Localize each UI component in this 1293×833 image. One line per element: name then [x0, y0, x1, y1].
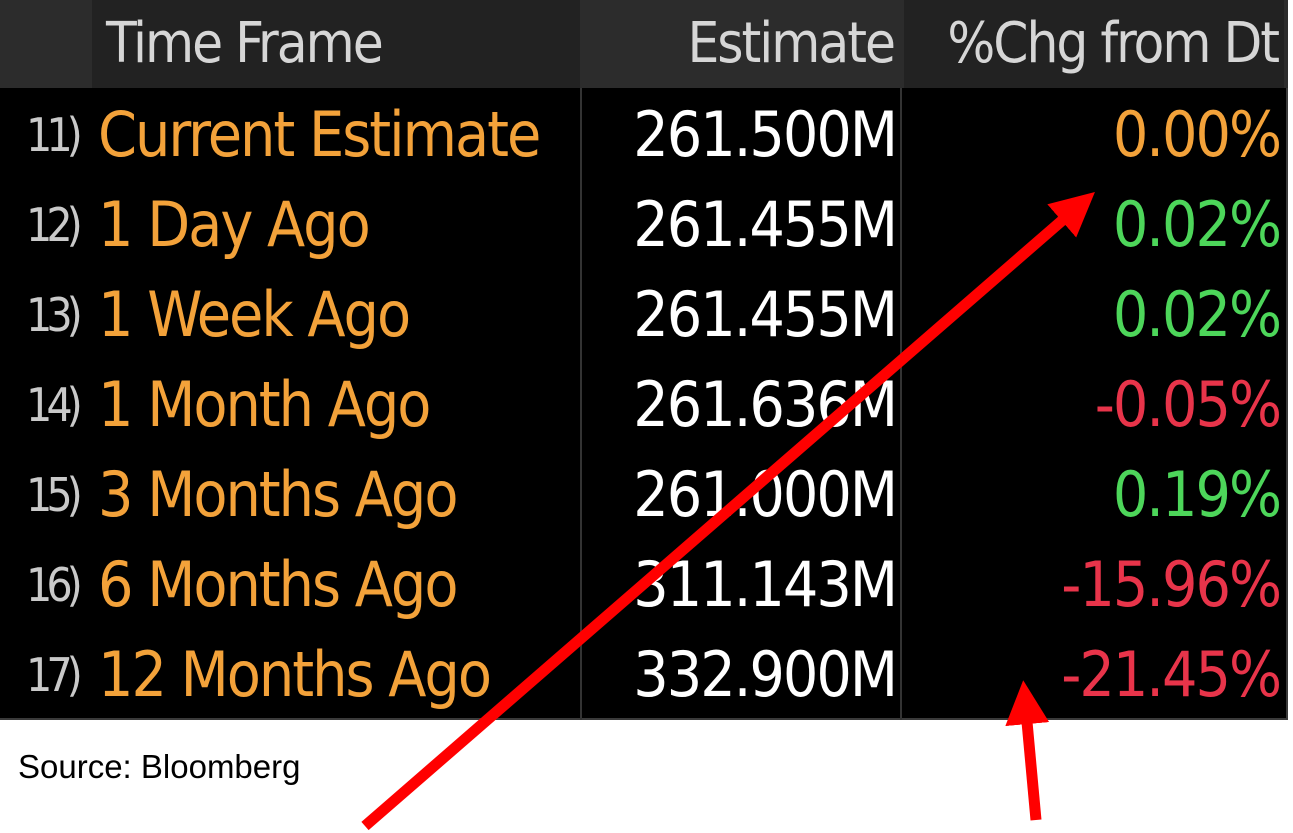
row-index[interactable]: 15) — [26, 468, 83, 522]
row-time-frame: 6 Months Ago — [98, 548, 458, 621]
row-index[interactable]: 12) — [26, 198, 83, 252]
table-row[interactable]: 16) 6 Months Ago 311.143M -15.96% — [0, 540, 1288, 630]
header-time-frame[interactable]: Time Frame — [92, 0, 580, 88]
row-pct-change: 0.02% — [1112, 188, 1282, 261]
table-header: Time Frame Estimate %Chg from Dt — [0, 0, 1288, 88]
row-estimate: 332.900M — [633, 638, 898, 711]
table-row[interactable]: 11) Current Estimate 261.500M 0.00% — [0, 90, 1288, 180]
row-pct-change: 0.00% — [1112, 98, 1282, 171]
row-time-frame: 1 Day Ago — [98, 188, 371, 261]
row-pct-change: -21.45% — [1061, 638, 1282, 711]
estimate-revision-table: Time Frame Estimate %Chg from Dt 11) Cur… — [0, 0, 1288, 720]
header-estimate[interactable]: Estimate — [584, 0, 900, 88]
row-index[interactable]: 13) — [26, 288, 83, 342]
row-estimate: 261.500M — [633, 98, 898, 171]
row-estimate: 261.455M — [633, 278, 898, 351]
row-time-frame: 3 Months Ago — [98, 458, 458, 531]
source-caption: Source: Bloomberg — [18, 748, 301, 785]
row-pct-change: -0.05% — [1094, 368, 1282, 441]
row-pct-change: -15.96% — [1061, 548, 1282, 621]
row-index[interactable]: 17) — [26, 648, 83, 702]
row-time-frame: 1 Month Ago — [98, 368, 431, 441]
table-row[interactable]: 15) 3 Months Ago 261.000M 0.19% — [0, 450, 1288, 540]
row-time-frame: 1 Week Ago — [98, 278, 411, 351]
row-time-frame: Current Estimate — [98, 98, 541, 171]
row-time-frame: 12 Months Ago — [98, 638, 492, 711]
row-index[interactable]: 16) — [26, 558, 83, 612]
row-estimate: 261.455M — [633, 188, 898, 261]
table-row[interactable]: 12) 1 Day Ago 261.455M 0.02% — [0, 180, 1288, 270]
row-estimate: 261.636M — [633, 368, 898, 441]
row-index[interactable]: 14) — [26, 378, 83, 432]
header-index-cell — [0, 0, 88, 88]
table-row[interactable]: 17) 12 Months Ago 332.900M -21.45% — [0, 630, 1288, 720]
row-pct-change: 0.19% — [1112, 458, 1282, 531]
header-pct-change[interactable]: %Chg from Dt — [904, 0, 1284, 88]
row-pct-change: 0.02% — [1112, 278, 1282, 351]
table-row[interactable]: 13) 1 Week Ago 261.455M 0.02% — [0, 270, 1288, 360]
row-estimate: 311.143M — [633, 548, 898, 621]
row-index[interactable]: 11) — [26, 108, 83, 162]
table-row[interactable]: 14) 1 Month Ago 261.636M -0.05% — [0, 360, 1288, 450]
row-estimate: 261.000M — [633, 458, 898, 531]
